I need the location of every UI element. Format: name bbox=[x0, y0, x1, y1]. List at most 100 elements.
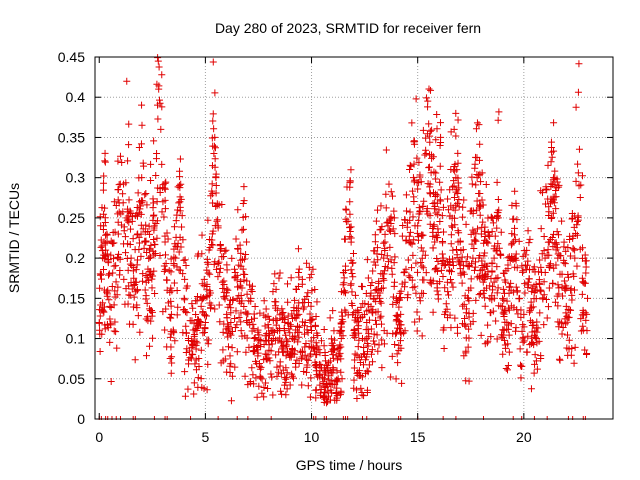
data-point bbox=[326, 314, 334, 322]
data-point bbox=[306, 316, 314, 324]
data-point bbox=[133, 301, 141, 309]
data-point bbox=[209, 117, 217, 125]
data-point bbox=[570, 359, 578, 367]
data-point bbox=[540, 247, 548, 255]
data-point bbox=[150, 137, 158, 145]
y-tick-label: 0.45 bbox=[58, 49, 85, 65]
data-point bbox=[106, 302, 114, 310]
data-point bbox=[417, 178, 425, 186]
data-point bbox=[508, 201, 516, 209]
data-point bbox=[562, 282, 570, 290]
data-point bbox=[175, 248, 183, 256]
data-point bbox=[134, 189, 142, 197]
data-point bbox=[517, 313, 525, 321]
data-point bbox=[353, 318, 361, 326]
data-point bbox=[145, 222, 153, 230]
data-point bbox=[245, 297, 253, 305]
data-point bbox=[571, 254, 579, 262]
data-point bbox=[380, 340, 388, 348]
data-point bbox=[503, 366, 511, 374]
data-point bbox=[547, 158, 555, 166]
data-point bbox=[434, 234, 442, 242]
data-point bbox=[464, 262, 472, 270]
data-point bbox=[329, 381, 337, 389]
data-point bbox=[364, 300, 372, 308]
data-point bbox=[161, 196, 169, 204]
data-point bbox=[145, 254, 153, 262]
data-point bbox=[403, 207, 411, 215]
data-point bbox=[537, 263, 545, 271]
data-point bbox=[410, 193, 418, 201]
data-point bbox=[239, 225, 247, 233]
data-point bbox=[456, 237, 464, 245]
data-point bbox=[486, 232, 494, 240]
data-point bbox=[279, 366, 287, 374]
data-point bbox=[360, 392, 368, 400]
data-point bbox=[284, 280, 292, 288]
data-point bbox=[146, 230, 154, 238]
data-point bbox=[562, 247, 570, 255]
data-point bbox=[379, 274, 387, 282]
data-point bbox=[394, 313, 402, 321]
data-point bbox=[545, 251, 553, 259]
data-point bbox=[201, 324, 209, 332]
data-point bbox=[521, 261, 529, 269]
data-point bbox=[507, 302, 515, 310]
data-point bbox=[178, 223, 186, 231]
data-point bbox=[279, 315, 287, 323]
data-point bbox=[326, 396, 334, 404]
data-point bbox=[421, 251, 429, 259]
data-point bbox=[154, 57, 162, 65]
data-point bbox=[225, 301, 233, 309]
data-point bbox=[499, 331, 507, 339]
data-point bbox=[548, 144, 556, 152]
data-point bbox=[402, 236, 410, 244]
data-point bbox=[493, 211, 501, 219]
data-point bbox=[155, 82, 163, 90]
data-point bbox=[413, 327, 421, 335]
data-point bbox=[394, 297, 402, 305]
data-point bbox=[462, 334, 470, 342]
data-point bbox=[282, 331, 290, 339]
data-point bbox=[114, 283, 122, 291]
data-point bbox=[254, 328, 262, 336]
data-point bbox=[158, 160, 166, 168]
data-point bbox=[540, 278, 548, 286]
data-point bbox=[497, 302, 505, 310]
data-point bbox=[120, 180, 128, 188]
data-point bbox=[572, 177, 580, 185]
data-point bbox=[174, 303, 182, 311]
data-point bbox=[453, 323, 461, 331]
data-point bbox=[391, 278, 399, 286]
data-point bbox=[318, 364, 326, 372]
data-point bbox=[212, 189, 220, 197]
data-point bbox=[280, 342, 288, 350]
data-point bbox=[275, 348, 283, 356]
data-point bbox=[458, 279, 466, 287]
data-point bbox=[496, 251, 504, 259]
data-point bbox=[141, 228, 149, 236]
data-point bbox=[370, 330, 378, 338]
data-point bbox=[423, 94, 431, 102]
data-point bbox=[329, 342, 337, 350]
data-point bbox=[471, 236, 479, 244]
data-point bbox=[508, 230, 516, 238]
data-point bbox=[497, 251, 505, 259]
data-point bbox=[120, 240, 128, 248]
data-point bbox=[372, 261, 380, 269]
data-point bbox=[240, 183, 248, 191]
data-point bbox=[416, 207, 424, 215]
data-point bbox=[358, 283, 366, 291]
x-tick-label: 15 bbox=[410, 429, 426, 445]
data-point bbox=[298, 353, 306, 361]
data-point bbox=[460, 300, 468, 308]
data-point bbox=[468, 240, 476, 248]
data-point bbox=[124, 157, 132, 165]
data-point bbox=[255, 382, 263, 390]
data-point bbox=[130, 274, 138, 282]
data-point bbox=[556, 356, 564, 364]
data-point bbox=[97, 236, 105, 244]
data-point bbox=[283, 369, 291, 377]
data-point bbox=[382, 204, 390, 212]
data-point bbox=[317, 361, 325, 369]
